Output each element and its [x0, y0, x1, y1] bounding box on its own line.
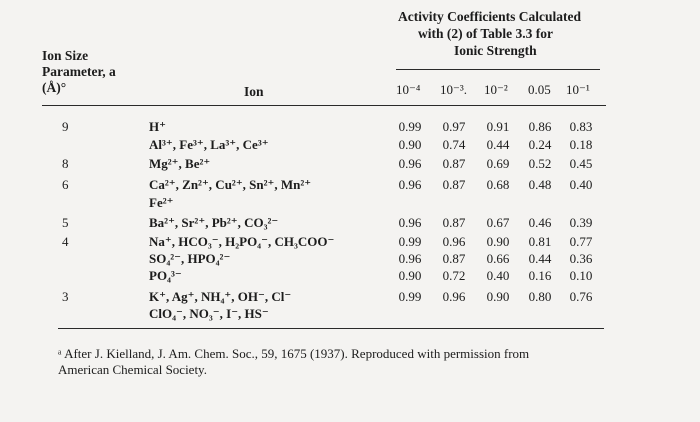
coefficient-cell: 0.44 [528, 251, 552, 266]
coefficient-cell: 0.96 [398, 251, 422, 266]
coefficient-cell: 0.76 [569, 289, 593, 304]
size-header-line3: (Å)° [42, 80, 67, 95]
ion-entry: Na⁺, HCO₃⁻, H₂PO₄⁻, CH₃COO⁻ [149, 234, 335, 249]
coefficient-cell: 0.96 [442, 234, 466, 249]
table-bottom-rule [58, 328, 604, 329]
coefficient-cell: 0.80 [528, 289, 552, 304]
coefficient-cell: 0.72 [442, 268, 466, 283]
ion-entry: Ca²⁺, Zn²⁺, Cu²⁺, Sn²⁺, Mn²⁺ [149, 177, 312, 192]
coefficient-cell: 0.81 [528, 234, 552, 249]
coefficient-cell: 0.87 [442, 215, 466, 230]
coefficient-cell: 0.16 [528, 268, 552, 283]
coefficient-cell: 0.69 [486, 156, 510, 171]
ion-entry: ClO₄⁻, NO₃⁻, I⁻, HS⁻ [149, 306, 269, 321]
coefficient-cell: 0.96 [398, 215, 422, 230]
coefficient-cell: 0.83 [569, 119, 593, 134]
ion-entry: Al³⁺, Fe³⁺, La³⁺, Ce³⁺ [149, 137, 269, 152]
coefficient-cell: 0.96 [398, 156, 422, 171]
coefficient-cell: 0.90 [486, 234, 510, 249]
coefficient-cell: 0.87 [442, 177, 466, 192]
size-header-line1: Ion Size [42, 48, 89, 63]
ion-entry: H⁺ [149, 119, 166, 134]
coefficient-cell: 0.96 [398, 177, 422, 192]
coefficient-cell: 0.99 [398, 119, 422, 134]
ion-entry: SO₄²⁻, HPO₄²⁻ [149, 251, 231, 266]
coefficient-cell: 0.99 [398, 234, 422, 249]
coefficient-cell: 0.40 [486, 268, 510, 283]
coefficient-cell: 0.90 [398, 137, 422, 152]
coefficient-cell: 0.48 [528, 177, 552, 192]
activity-header-line2: with (2) of Table 3.3 for [418, 26, 553, 41]
coefficient-cell: 0.91 [486, 119, 510, 134]
size-value: 5 [62, 215, 69, 230]
coefficient-cell: 0.74 [442, 137, 466, 152]
activity-header-line1: Activity Coefficients Calculated [398, 9, 581, 24]
ion-entry: Fe²⁺ [149, 195, 174, 210]
coefficient-cell: 0.97 [442, 119, 466, 134]
activity-header-line3: Ionic Strength [454, 43, 537, 58]
strength-header-rule [396, 69, 600, 70]
coefficient-cell: 0.67 [486, 215, 510, 230]
coefficient-cell: 0.96 [442, 289, 466, 304]
coefficient-cell: 0.90 [486, 289, 510, 304]
coefficient-cell: 0.18 [569, 137, 593, 152]
size-value: 6 [62, 177, 69, 192]
strength-header-5: 10⁻¹ [566, 82, 590, 97]
coefficient-cell: 0.10 [569, 268, 593, 283]
header-bottom-rule [42, 105, 606, 106]
ion-entry: Mg²⁺, Be²⁺ [149, 156, 211, 171]
coefficient-cell: 0.36 [569, 251, 593, 266]
coefficient-cell: 0.52 [528, 156, 552, 171]
footnote-line2: American Chemical Society. [58, 362, 207, 377]
coefficient-cell: 0.24 [528, 137, 552, 152]
coefficient-cell: 0.40 [569, 177, 593, 192]
coefficient-cell: 0.87 [442, 156, 466, 171]
strength-header-4: 0.05 [528, 82, 551, 97]
coefficient-cell: 0.87 [442, 251, 466, 266]
size-header-line2: Parameter, a [42, 64, 116, 79]
coefficient-cell: 0.39 [569, 215, 593, 230]
size-value: 4 [62, 234, 69, 249]
footnote-line1: ᵃ After J. Kielland, J. Am. Chem. Soc., … [58, 346, 530, 361]
size-value: 3 [62, 289, 69, 304]
coefficient-cell: 0.99 [398, 289, 422, 304]
coefficient-cell: 0.77 [569, 234, 593, 249]
ion-entry: Ba²⁺, Sr²⁺, Pb²⁺, CO₃²⁻ [149, 215, 279, 230]
strength-header-1: 10⁻⁴ [396, 82, 421, 97]
strength-header-3: 10⁻² [484, 82, 508, 97]
coefficient-cell: 0.45 [569, 156, 593, 171]
strength-header-2: 10⁻³. [440, 82, 468, 97]
coefficient-cell: 0.44 [486, 137, 510, 152]
coefficient-cell: 0.90 [398, 268, 422, 283]
ion-header: Ion [244, 84, 264, 99]
ion-entry: PO₄³⁻ [149, 268, 182, 283]
size-value: 8 [62, 156, 69, 171]
coefficient-cell: 0.86 [528, 119, 552, 134]
coefficient-cell: 0.68 [486, 177, 510, 192]
size-value: 9 [62, 119, 69, 134]
coefficient-cell: 0.66 [486, 251, 510, 266]
ion-entry: K⁺, Ag⁺, NH₄⁺, OH⁻, Cl⁻ [149, 289, 292, 304]
coefficient-cell: 0.46 [528, 215, 552, 230]
